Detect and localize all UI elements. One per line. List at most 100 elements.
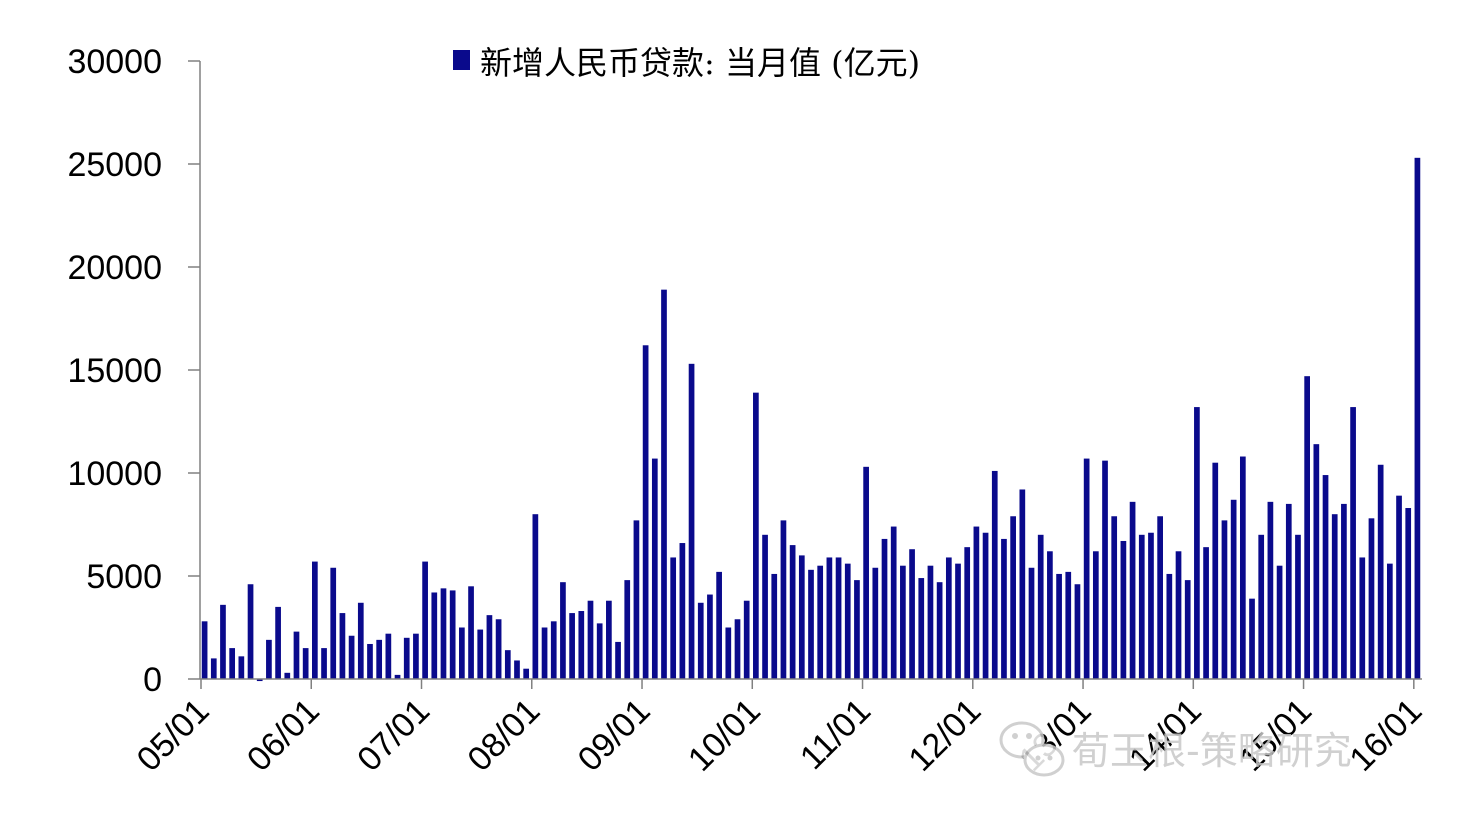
bar xyxy=(1203,547,1209,679)
bar xyxy=(1405,508,1412,679)
bar xyxy=(1065,571,1072,679)
bar xyxy=(385,633,392,679)
bar xyxy=(440,588,447,679)
bar xyxy=(945,557,952,679)
bar xyxy=(890,526,897,679)
bar xyxy=(964,547,971,679)
bar xyxy=(1350,407,1356,679)
y-tick-label: 0 xyxy=(143,661,162,699)
bar xyxy=(449,590,456,679)
bar xyxy=(1341,503,1347,679)
bar xyxy=(1010,516,1016,679)
bar xyxy=(707,594,713,679)
bar xyxy=(872,567,879,679)
bar xyxy=(1377,464,1384,679)
bar xyxy=(1129,501,1136,679)
bar xyxy=(633,520,640,679)
bar xyxy=(532,514,539,679)
bar xyxy=(201,621,208,679)
bar xyxy=(835,557,842,679)
bar xyxy=(743,600,750,679)
bar xyxy=(1386,563,1393,679)
bar xyxy=(1258,534,1265,679)
bar xyxy=(716,571,722,679)
y-tick-label: 5000 xyxy=(86,558,162,596)
bar xyxy=(1120,540,1127,679)
x-tick-label: 05/01 xyxy=(130,692,217,779)
bar xyxy=(238,656,245,679)
bar xyxy=(1368,518,1375,679)
bar xyxy=(844,563,851,679)
bar xyxy=(734,619,741,679)
bar xyxy=(1074,584,1081,679)
bar xyxy=(403,637,410,679)
bar xyxy=(1295,534,1301,679)
bar xyxy=(817,565,824,679)
bar xyxy=(1111,516,1118,679)
bar xyxy=(459,627,465,679)
y-tick-label: 25000 xyxy=(67,146,162,184)
bar xyxy=(1102,460,1108,679)
bar xyxy=(357,602,364,679)
bar xyxy=(1331,514,1338,679)
bar xyxy=(1212,462,1219,679)
bars-group xyxy=(201,157,1421,682)
bar xyxy=(578,611,585,679)
bar xyxy=(596,623,603,679)
bar xyxy=(1092,551,1099,679)
legend-swatch xyxy=(453,50,470,70)
bar xyxy=(651,458,658,679)
bar xyxy=(624,580,631,679)
bar xyxy=(367,643,373,679)
bar xyxy=(679,543,686,679)
bar xyxy=(210,658,217,679)
bar xyxy=(642,345,649,679)
bar xyxy=(725,627,732,679)
bar xyxy=(1313,444,1320,679)
bar xyxy=(1138,534,1145,679)
bar xyxy=(1267,501,1274,679)
bar xyxy=(826,557,833,679)
bar xyxy=(661,289,667,679)
bar xyxy=(220,604,226,679)
bar xyxy=(1359,557,1366,679)
bar xyxy=(688,363,695,679)
legend-label: 新增人民币贷款: 当月值 (亿元) xyxy=(480,44,920,82)
bar xyxy=(1249,598,1255,679)
bar xyxy=(1184,580,1191,679)
watermark-text: 荀玉根-策略研究 xyxy=(1072,729,1352,773)
bar xyxy=(670,557,677,679)
x-tick-label: 12/01 xyxy=(901,692,988,779)
bar xyxy=(762,534,768,679)
bar xyxy=(973,526,980,679)
bar xyxy=(900,565,906,679)
legend: 新增人民币贷款: 当月值 (亿元) xyxy=(453,44,920,82)
bar xyxy=(514,660,520,679)
x-tick-label: 06/01 xyxy=(240,692,327,779)
y-tick-label: 15000 xyxy=(67,352,162,390)
bar xyxy=(1001,538,1007,679)
bar xyxy=(560,582,566,679)
bar xyxy=(1194,407,1200,679)
bar xyxy=(918,578,925,679)
x-tick-label: 08/01 xyxy=(460,692,547,779)
bar xyxy=(789,545,796,679)
bar xyxy=(991,470,998,679)
bar xyxy=(1047,551,1053,679)
bar xyxy=(339,613,346,679)
bar xyxy=(293,631,300,679)
bar xyxy=(1230,499,1237,679)
bar xyxy=(541,627,548,679)
y-tick-label: 30000 xyxy=(67,43,162,81)
bar xyxy=(247,584,254,679)
bar xyxy=(587,600,594,679)
bar xyxy=(330,567,337,679)
bar xyxy=(275,606,281,679)
bar xyxy=(1056,573,1062,679)
bar xyxy=(486,615,493,679)
watermark: 荀玉根-策略研究 xyxy=(999,721,1352,777)
bar xyxy=(854,580,860,679)
bar xyxy=(606,600,612,679)
bar xyxy=(504,650,511,679)
